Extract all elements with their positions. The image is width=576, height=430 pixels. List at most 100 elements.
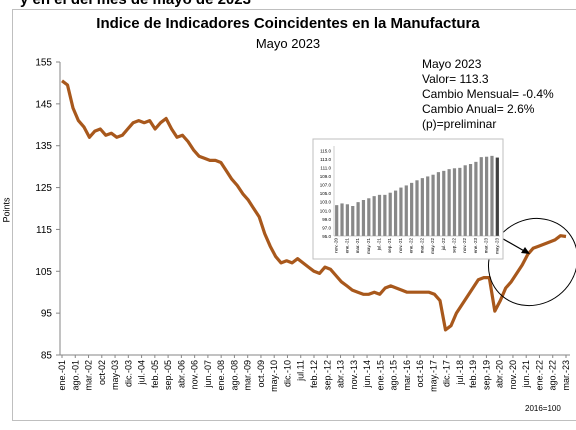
cropped-header-text: y en el del mes de mayo de 2023 — [20, 0, 251, 8]
inset-x-tick-label: may.-21 — [366, 238, 371, 254]
inset-x-tick-label: may.-22 — [430, 238, 435, 254]
x-tick-label: nov.-13 — [349, 360, 359, 389]
inset-bar — [361, 200, 366, 236]
inset-bar — [468, 164, 473, 236]
inset-bar — [431, 174, 435, 236]
x-tick-label: oct-02 — [97, 360, 107, 385]
inset-bar-latest — [495, 157, 499, 236]
inset-bar — [410, 182, 414, 236]
inset-bar-chart: 95.0 97.0 99.0 101.0 103.0 105.0 107.0 109.0 111… — [312, 138, 504, 260]
inset-bar — [383, 194, 387, 236]
inset-x-tick-label: nov.-21 — [398, 238, 403, 253]
x-tick-label: feb.-05 — [150, 360, 160, 388]
inset-bar — [335, 205, 339, 236]
inset-x-tick-label: ene.-23 — [473, 238, 478, 254]
inset-y-tick-label: 101.0 — [320, 208, 332, 213]
inset-y-tick-label: 99.0 — [322, 217, 331, 222]
x-tick-labels: ene.-01 ago.-01 mar.-02 oct-02 may-03 dic.-03… — [57, 360, 571, 392]
x-tick-label: sep.-05 — [163, 360, 173, 390]
x-tick-label: abr.-20 — [495, 360, 505, 388]
inset-y-tick-label: 105.0 — [320, 191, 332, 196]
highlight-ellipse — [487, 217, 576, 307]
inset-bar — [436, 172, 441, 236]
x-tick-label: jun.-14 — [362, 360, 372, 389]
inset-bar — [356, 202, 360, 236]
annotation-period: Mayo 2023 — [422, 57, 482, 71]
inset-bar — [426, 176, 430, 236]
inset-bar — [377, 194, 382, 236]
x-tick-label: ene.-08 — [216, 360, 226, 391]
inset-bar — [458, 167, 462, 236]
inset-bar — [340, 203, 344, 236]
x-tick-label: oct.-16 — [415, 360, 425, 388]
x-tick-label: jun.-21 — [521, 360, 531, 389]
x-tick-label: sep.-12 — [322, 360, 332, 390]
chart-title: Indice de Indicadores Coincidentes en la… — [96, 15, 480, 32]
inset-bar — [447, 169, 451, 236]
x-tick-label: ago.-15 — [389, 360, 399, 391]
chart-axes — [56, 61, 570, 358]
inset-bar — [463, 165, 467, 236]
y-tick-label: 85 — [41, 351, 53, 362]
x-tick-label: ago.-01 — [70, 360, 80, 391]
inset-y-tick-labels: 95.0 97.0 99.0 101.0 103.0 105.0 107.0 109.0 111… — [320, 148, 332, 239]
y-tick-label: 105 — [35, 267, 52, 278]
x-tick-label: dic.-03 — [123, 360, 133, 387]
y-tick-label: 145 — [35, 99, 52, 110]
inset-bar — [367, 198, 371, 236]
inset-y-tick-label: 109.0 — [320, 174, 332, 179]
x-tick-label: feb.-12 — [309, 360, 319, 388]
annotation-preliminary-note: (p)=preliminar — [422, 117, 497, 131]
inset-x-tick-label: sep.-22 — [451, 238, 456, 254]
x-tick-label: jul.11 — [296, 360, 306, 382]
inset-bar — [442, 170, 446, 236]
inset-bars — [335, 155, 499, 236]
chart-frame — [12, 9, 576, 421]
y-axis-label: Points — [1, 197, 12, 223]
inset-x-tick-label: ene.-21 — [344, 238, 349, 254]
inset-x-tick-label: nov.-22 — [462, 238, 467, 253]
x-tick-label: ene.-15 — [375, 360, 385, 391]
annotation-monthly-change: Cambio Mensual= -0.4% — [422, 87, 554, 101]
inset-y-tick-label: 115.0 — [320, 148, 331, 153]
inset-bar — [404, 185, 408, 236]
base-year-note: 2016=100 — [525, 404, 561, 413]
inset-bar — [420, 178, 424, 236]
inset-bar — [479, 157, 483, 236]
x-tick-label: jul.-04 — [137, 360, 147, 386]
inset-bar — [372, 196, 376, 236]
x-tick-label: jun.-07 — [203, 360, 213, 389]
inset-x-tick-labels: nov.-20 ene.-21 mar.-21 may.-21 jul.-21 sep.-… — [334, 238, 500, 254]
inset-bar — [388, 192, 392, 236]
highlight-arrowhead — [521, 247, 530, 254]
inset-y-tick-label: 113.0 — [320, 157, 331, 162]
inset-y-tick-label: 95.0 — [322, 234, 331, 239]
x-tick-label: may-03 — [110, 360, 120, 390]
inset-x-tick-label: mar.-21 — [355, 238, 360, 254]
inset-bar — [485, 156, 489, 236]
inset-x-tick-label: ene.-22 — [409, 238, 414, 254]
x-tick-label: mar.-09 — [243, 360, 253, 391]
x-tick-label: mar.-16 — [402, 360, 412, 391]
x-tick-label: ene.-22 — [534, 360, 544, 391]
x-tick-label: mar.-02 — [84, 360, 94, 391]
inset-x-tick-label: nov.-20 — [334, 238, 339, 253]
annotation-annual-change: Cambio Anual= 2.6% — [422, 102, 535, 116]
inset-bar — [452, 168, 457, 236]
x-tick-label: feb.-19 — [468, 360, 478, 388]
inset-bar — [351, 206, 355, 236]
y-tick-label: 155 — [35, 58, 52, 69]
y-tick-label: 95 — [41, 309, 53, 320]
inset-bar — [399, 187, 403, 236]
x-tick-label: nov.-06 — [190, 360, 200, 389]
x-tick-label: nov.-20 — [508, 360, 518, 389]
x-tick-label: jul.-18 — [455, 360, 465, 386]
inset-bar — [474, 161, 478, 236]
x-tick-label: ene.-01 — [57, 360, 67, 391]
y-tick-label: 115 — [36, 225, 52, 236]
inset-bar — [490, 155, 494, 236]
y-tick-labels: 85 95 105 115 125 135 145 155 — [35, 58, 52, 362]
series-line — [61, 79, 567, 332]
x-tick-label: ago.-22 — [548, 360, 558, 391]
